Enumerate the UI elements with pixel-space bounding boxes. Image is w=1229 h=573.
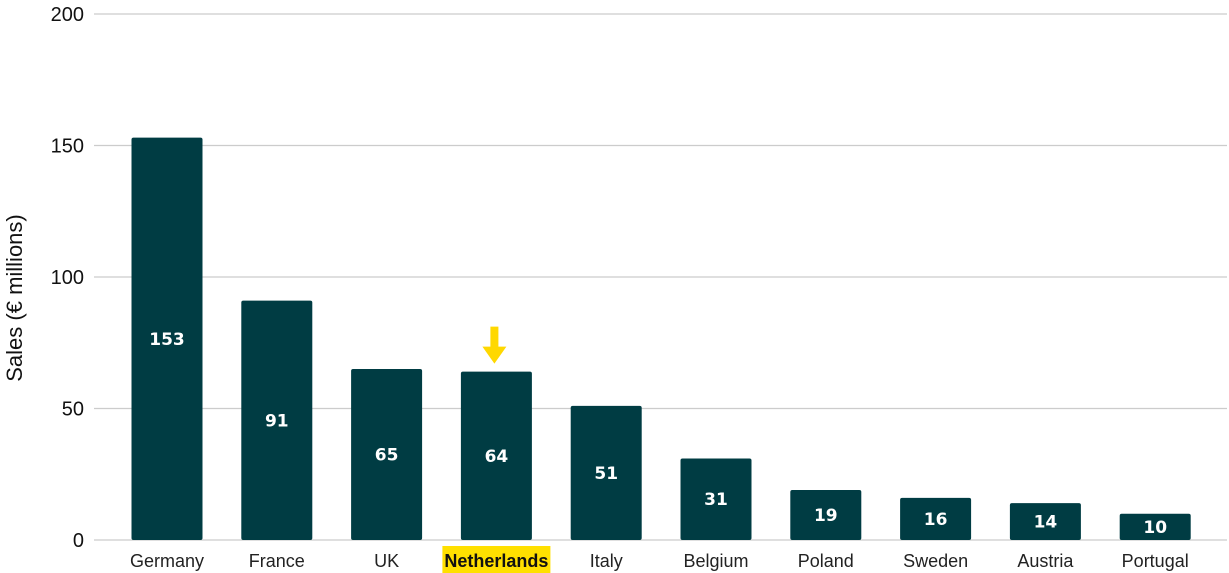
bar [570,405,642,540]
y-tick-label: 100 [51,267,84,289]
arrow-down-icon [482,326,507,364]
bar [680,458,752,540]
highlight-label-background [442,546,551,573]
bars: 153 91 65 64 51 31 19 16 14 10 [131,137,1191,541]
bar-value-label: 31 [704,490,728,510]
x-tick-label: Italy [590,551,623,571]
x-axis-labels: Germany France UK Netherlands Italy Belgium Po… [130,546,1189,573]
bar [900,497,972,540]
y-tick-label: 150 [51,136,84,158]
bar [241,300,313,540]
x-tick-label: France [249,551,305,571]
x-tick-label: Portugal [1122,551,1189,571]
bar [131,137,203,541]
bar [1119,513,1191,540]
bar-value-label: 64 [485,447,509,467]
x-tick-label: Austria [1017,551,1074,571]
bar [790,490,862,540]
bar-value-label: 51 [594,464,618,484]
bar-value-label: 14 [1034,513,1058,533]
bar-value-label: 65 [375,446,399,466]
bar-value-label: 16 [924,510,948,530]
bar-value-label: 19 [814,506,838,526]
x-tick-label: Germany [130,551,204,571]
bar-value-label: 153 [149,330,185,350]
x-tick-label: UK [374,551,399,571]
x-tick-label: Sweden [903,551,968,571]
bar-value-label: 10 [1143,518,1167,538]
y-tick-label: 200 [51,4,84,26]
bar [351,369,423,540]
bar [1009,503,1081,540]
y-axis-title: Sales (€ millions) [2,214,27,382]
y-tick-label: 0 [73,530,84,552]
x-tick-label: Netherlands [444,551,548,571]
y-tick-label: 50 [62,399,84,421]
bar [460,371,532,540]
x-tick-label: Poland [798,551,854,571]
bar-value-label: 91 [265,411,289,431]
y-axis-ticks: 0 50 100 150 200 [51,4,84,552]
x-tick-label: Belgium [683,551,748,571]
